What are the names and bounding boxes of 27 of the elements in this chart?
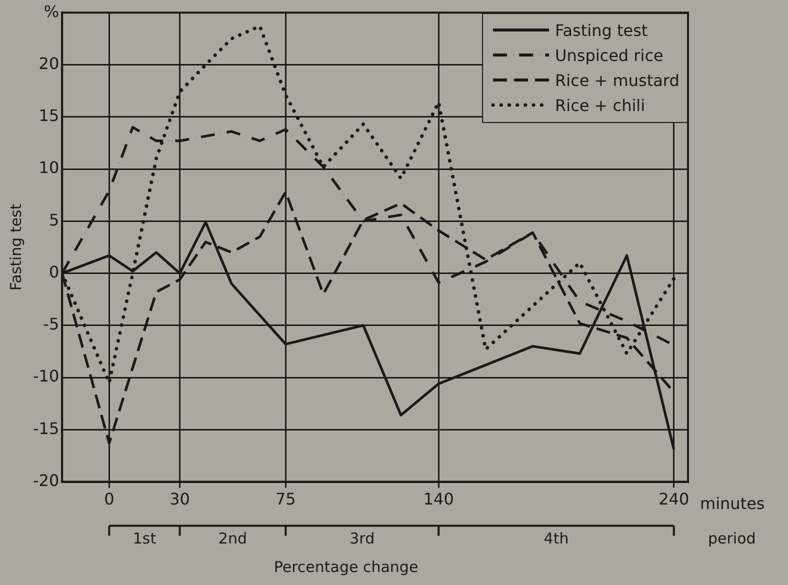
y-tick-label: 15 xyxy=(38,106,60,126)
y-tick-label: 10 xyxy=(38,158,60,178)
y-tick-label: -20 xyxy=(32,470,60,490)
x-tick-label: 240 xyxy=(658,490,690,509)
x-tick-label: 75 xyxy=(275,490,296,509)
text: Percentage change xyxy=(274,558,418,576)
y-tick-label: -5 xyxy=(43,314,60,334)
y-tick-label: -15 xyxy=(32,418,60,438)
legend-label: Rice + mustard xyxy=(555,70,680,90)
x-tick-label: 0 xyxy=(104,490,114,509)
x-axis-title: minutes xyxy=(700,494,765,513)
y-tick-label: -10 xyxy=(32,366,60,386)
y-tick-label: 20 xyxy=(38,54,60,73)
y-axis-title: Fasting test xyxy=(6,204,25,291)
text: 2nd xyxy=(218,530,248,548)
text: 3rd xyxy=(350,530,375,548)
y-tick-label: 0 xyxy=(48,262,60,282)
x-tick-label: 30 xyxy=(170,490,190,509)
text: period xyxy=(708,530,756,548)
y-tick-label: % xyxy=(44,2,60,21)
text: 1st xyxy=(132,530,156,548)
legend-label: Rice + chili xyxy=(555,96,646,115)
legend-label: Fasting test xyxy=(555,20,648,40)
text: 4th xyxy=(544,530,569,548)
y-tick-label: 5 xyxy=(48,210,60,230)
legend-label: Unspiced rice xyxy=(555,46,664,65)
x-tick-label: 140 xyxy=(423,490,454,509)
